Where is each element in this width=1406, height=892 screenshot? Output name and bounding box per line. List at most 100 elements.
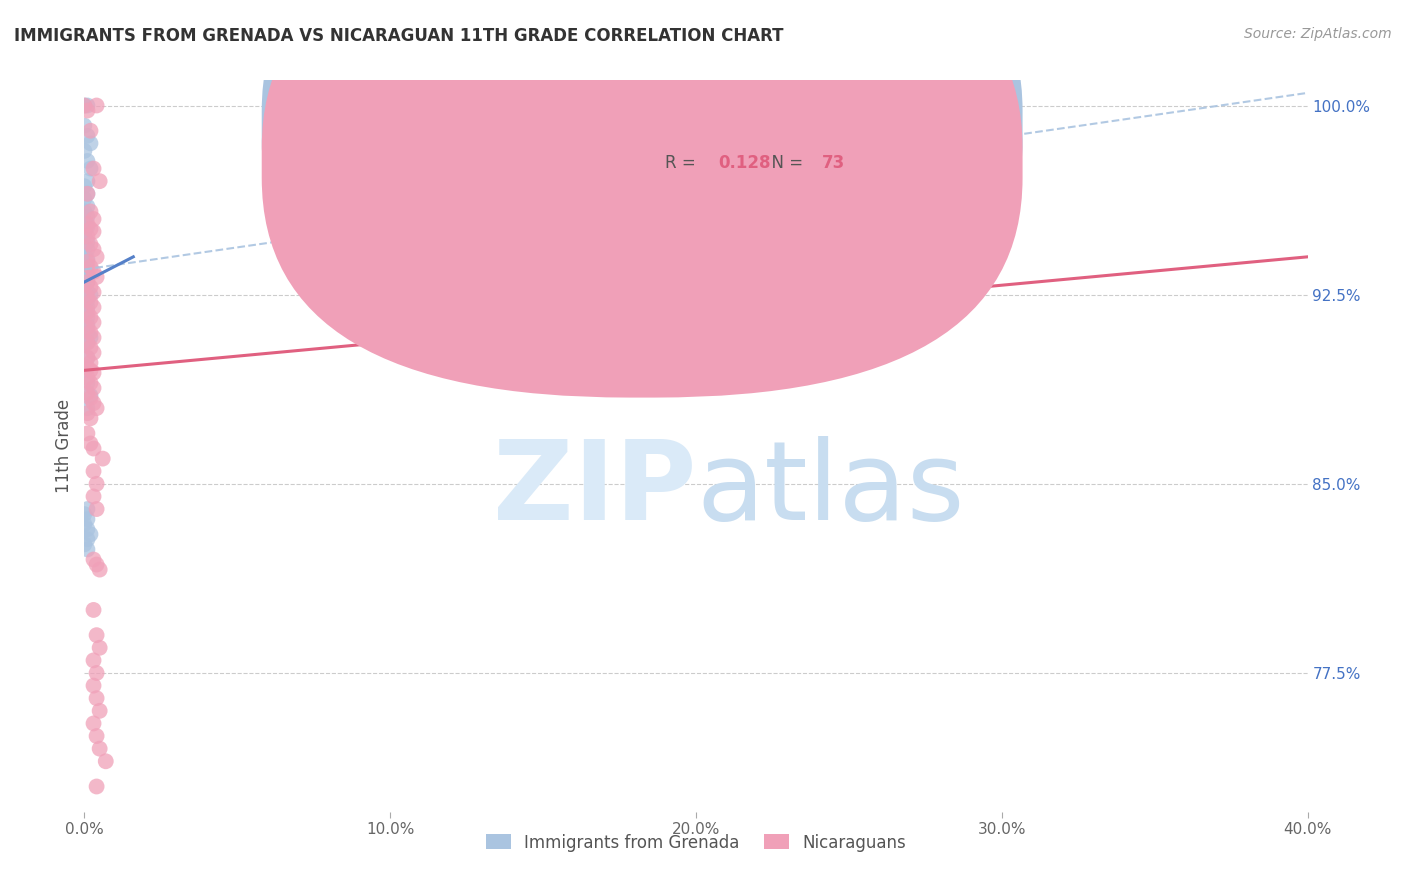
- Point: [76, 406, 98, 420]
- Point: [86, 502, 108, 516]
- Text: R =: R =: [665, 117, 702, 135]
- Point: [76, 360, 98, 375]
- Point: [76, 305, 98, 319]
- Point: [73, 507, 96, 521]
- Point: [76, 174, 98, 188]
- Point: [73, 214, 96, 228]
- Point: [83, 330, 105, 344]
- Point: [73, 280, 96, 294]
- Point: [79, 326, 101, 340]
- Point: [83, 396, 105, 410]
- Point: [76, 275, 98, 289]
- Point: [76, 351, 98, 365]
- Point: [86, 270, 108, 285]
- Point: [76, 255, 98, 269]
- Point: [76, 335, 98, 350]
- Point: [76, 542, 98, 557]
- Point: [89, 741, 111, 756]
- Point: [83, 464, 105, 478]
- Point: [89, 704, 111, 718]
- Point: [73, 272, 96, 286]
- Point: [73, 517, 96, 532]
- Point: [83, 442, 105, 456]
- Point: [76, 128, 98, 143]
- Point: [73, 179, 96, 194]
- FancyBboxPatch shape: [616, 103, 886, 186]
- Point: [73, 338, 96, 352]
- Point: [76, 335, 98, 350]
- Point: [73, 98, 96, 112]
- Text: Source: ZipAtlas.com: Source: ZipAtlas.com: [1244, 27, 1392, 41]
- Text: IMMIGRANTS FROM GRENADA VS NICARAGUAN 11TH GRADE CORRELATION CHART: IMMIGRANTS FROM GRENADA VS NICARAGUAN 11…: [14, 27, 783, 45]
- Point: [83, 552, 105, 566]
- Point: [76, 242, 98, 256]
- Point: [73, 229, 96, 244]
- Point: [86, 691, 108, 706]
- Point: [73, 363, 96, 377]
- Text: ZIP: ZIP: [492, 436, 696, 543]
- Point: [83, 242, 105, 256]
- Point: [76, 229, 98, 244]
- Point: [83, 225, 105, 239]
- Text: 73: 73: [823, 153, 845, 172]
- Point: [73, 225, 96, 239]
- Point: [76, 285, 98, 300]
- Point: [79, 436, 101, 450]
- Point: [79, 161, 101, 176]
- Point: [89, 174, 111, 188]
- Point: [76, 275, 98, 289]
- Point: [79, 341, 101, 355]
- Point: [76, 426, 98, 441]
- Point: [76, 533, 98, 547]
- Point: [73, 119, 96, 133]
- Point: [73, 295, 96, 310]
- Point: [86, 628, 108, 642]
- Point: [73, 313, 96, 327]
- Point: [79, 222, 101, 236]
- Text: N =: N =: [761, 117, 808, 135]
- Point: [76, 512, 98, 526]
- Point: [73, 240, 96, 254]
- Point: [76, 326, 98, 340]
- Point: [76, 199, 98, 213]
- Point: [79, 260, 101, 274]
- Point: [76, 210, 98, 224]
- Point: [76, 351, 98, 365]
- Point: [76, 186, 98, 201]
- Text: 0.054: 0.054: [718, 117, 770, 135]
- Text: N =: N =: [761, 153, 808, 172]
- Point: [86, 476, 108, 491]
- Point: [83, 315, 105, 329]
- Point: [83, 285, 105, 300]
- Point: [76, 376, 98, 390]
- Text: atlas: atlas: [696, 436, 965, 543]
- Point: [76, 522, 98, 536]
- Point: [76, 371, 98, 385]
- Point: [76, 502, 98, 516]
- Point: [86, 729, 108, 743]
- Point: [76, 252, 98, 267]
- Point: [79, 136, 101, 151]
- Point: [76, 290, 98, 304]
- Point: [89, 563, 111, 577]
- Point: [76, 300, 98, 314]
- Point: [76, 320, 98, 334]
- Legend: Immigrants from Grenada, Nicaraguans: Immigrants from Grenada, Nicaraguans: [479, 827, 912, 858]
- Point: [76, 235, 98, 249]
- Point: [76, 310, 98, 325]
- Point: [73, 537, 96, 551]
- Point: [79, 204, 101, 219]
- Point: [83, 345, 105, 359]
- Point: [86, 98, 108, 112]
- Point: [83, 716, 105, 731]
- Point: [86, 250, 108, 264]
- Text: R =: R =: [665, 153, 702, 172]
- Point: [76, 268, 98, 282]
- Point: [73, 98, 96, 112]
- Point: [76, 103, 98, 118]
- Point: [76, 98, 98, 112]
- Point: [76, 318, 98, 332]
- Point: [79, 411, 101, 425]
- Point: [86, 401, 108, 416]
- Point: [73, 305, 96, 319]
